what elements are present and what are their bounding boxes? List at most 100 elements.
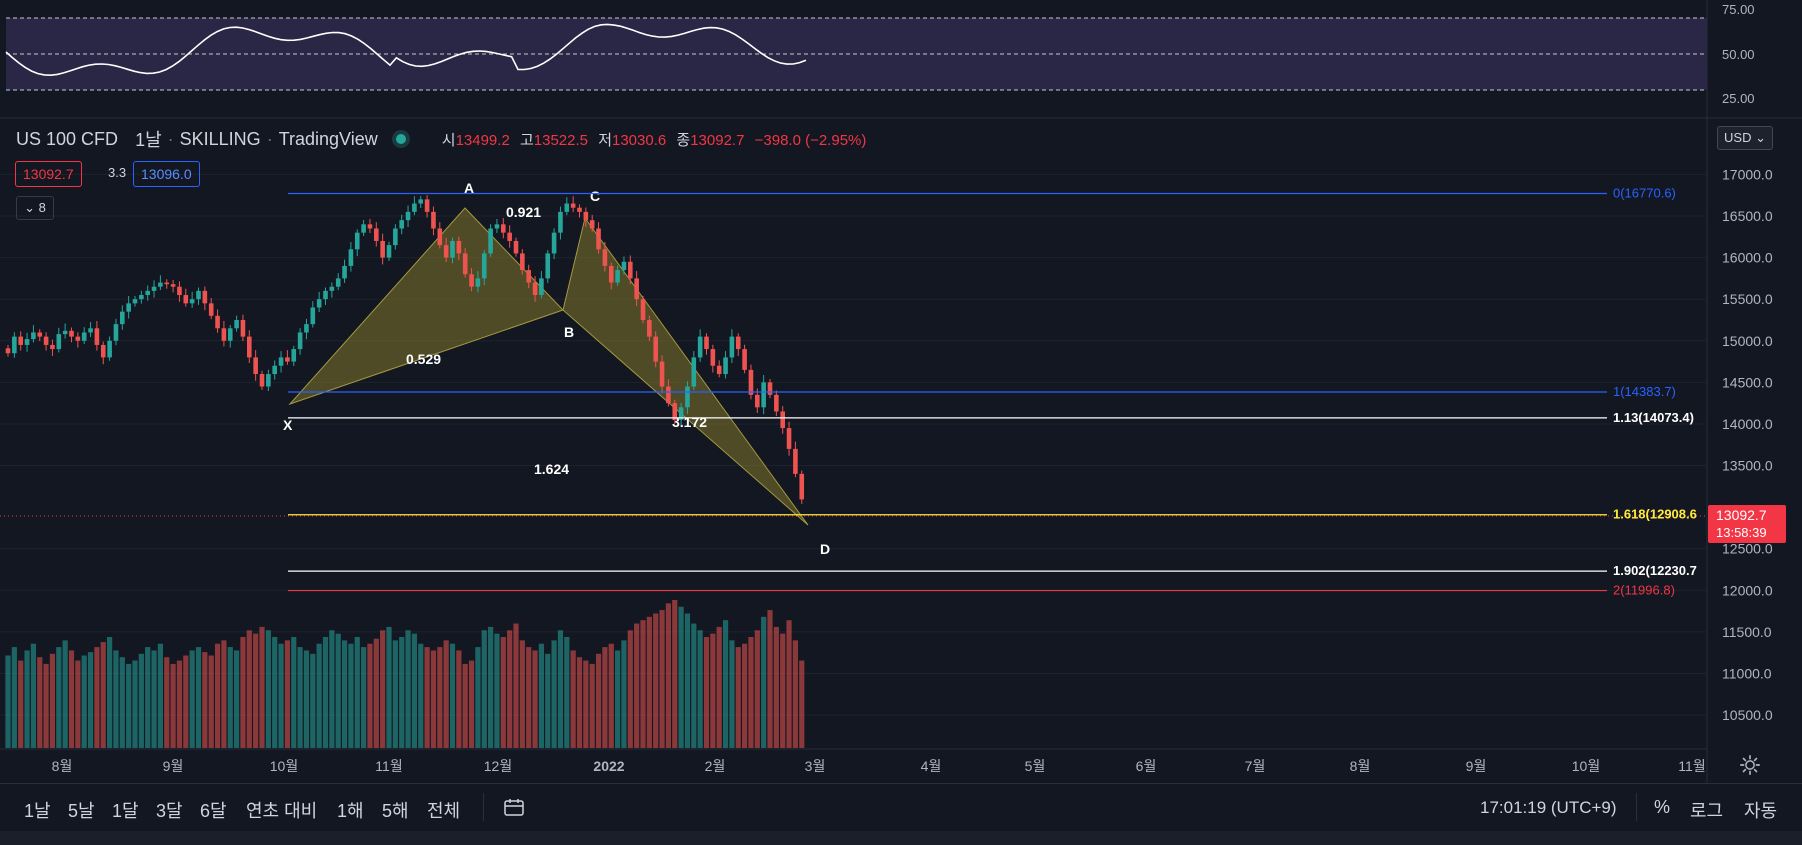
log-scale-button[interactable]: 로그 — [1690, 801, 1724, 821]
volume-bar — [361, 647, 367, 748]
range-button[interactable]: 1달 — [112, 801, 139, 821]
volume-bar — [354, 637, 360, 748]
candle — [227, 328, 233, 341]
volume-bar — [170, 663, 176, 748]
range-button[interactable]: 5해 — [382, 801, 409, 821]
volume-bar — [81, 655, 87, 748]
price-tick-label: 11000.0 — [1722, 665, 1772, 681]
candle — [456, 240, 462, 254]
candle — [672, 403, 678, 420]
volume-bar — [221, 640, 227, 748]
volume-bar — [754, 630, 760, 748]
price-tick-label: 10500.0 — [1722, 707, 1773, 723]
percent-scale-button[interactable]: % — [1654, 797, 1671, 817]
ohlc-values: 시13499.2 고13522.5 저13030.6 종13092.7 −398… — [441, 131, 867, 149]
bid-price-button[interactable]: 13092.7 — [15, 161, 82, 187]
candle — [304, 324, 309, 333]
time-tick-label: 3월 — [805, 758, 826, 774]
fib-level-label: 1(14383.7) — [1613, 384, 1676, 399]
candle — [31, 332, 36, 340]
candle — [621, 261, 627, 271]
range-button[interactable]: 6달 — [200, 801, 227, 821]
volume-bar — [570, 650, 576, 748]
volume-bar — [278, 643, 284, 748]
candle — [481, 253, 487, 279]
volume-bar — [551, 640, 557, 748]
candle — [431, 211, 436, 229]
candle — [361, 224, 366, 233]
auto-scale-button[interactable]: 자동 — [1744, 801, 1778, 821]
time-tick-label: 9월 — [163, 758, 184, 774]
volume-bar — [526, 647, 532, 748]
volume-bar — [475, 647, 481, 748]
candle — [780, 411, 785, 429]
volume-bar — [532, 650, 538, 748]
volume-bar — [373, 638, 379, 748]
candle — [647, 319, 652, 337]
symbol-name[interactable]: US 100 CFD — [16, 128, 119, 149]
candle — [685, 386, 690, 408]
volume-bar — [164, 657, 170, 748]
volume-bar — [68, 650, 75, 748]
volume-bar — [329, 630, 335, 748]
interval[interactable]: 1날 — [135, 130, 162, 150]
ask-price-button[interactable]: 13096.0 — [133, 161, 200, 187]
time-tick-label: 11월 — [375, 758, 402, 774]
candle — [297, 332, 303, 350]
indicators-toggle-button[interactable]: ⌄ 8 — [16, 196, 54, 220]
settings-gear-icon[interactable] — [1739, 754, 1761, 776]
candle — [329, 286, 335, 291]
candle — [545, 253, 551, 279]
candle — [735, 336, 741, 350]
volume-bar — [341, 640, 348, 748]
timezone-clock[interactable]: 17:01:19 (UTC+9) — [1480, 798, 1617, 817]
volume-bar — [456, 650, 462, 748]
volume-bar — [722, 620, 729, 748]
volume-bar — [437, 647, 443, 748]
time-tick-label: 7월 — [1245, 758, 1266, 774]
volume-bar — [691, 623, 697, 748]
candle — [755, 394, 760, 408]
candle — [507, 232, 512, 241]
volume-bar — [697, 630, 703, 748]
candle — [354, 232, 360, 250]
range-button[interactable]: 5날 — [68, 801, 95, 821]
candle — [418, 199, 424, 204]
range-button[interactable]: 전체 — [427, 801, 461, 821]
market-status-icon — [395, 134, 406, 144]
calendar-goto-icon[interactable] — [503, 798, 525, 818]
volume-bar — [348, 643, 354, 748]
volume-bar — [126, 663, 132, 748]
bar-countdown: 13:58:39 — [1716, 525, 1767, 540]
candle — [50, 344, 55, 350]
volume-bar — [113, 650, 119, 748]
volume-bar — [18, 660, 24, 748]
candle — [564, 203, 570, 212]
volume-bar — [500, 637, 506, 748]
currency-button[interactable]: USD ⌄ — [1717, 126, 1773, 150]
broker: SKILLING — [179, 128, 261, 149]
range-button[interactable]: 3달 — [156, 801, 183, 821]
candle — [723, 357, 728, 375]
range-button[interactable]: 1날 — [24, 801, 51, 821]
candle — [691, 357, 697, 387]
candle — [424, 199, 430, 212]
candle — [767, 382, 773, 395]
time-axis: 8월 9월 10월 11월 12월 2022 2월 3월 4월 5월 6월 7월 8월 9월 10월 11월 — [0, 748, 1707, 774]
candle — [310, 307, 316, 325]
range-button[interactable]: 1해 — [337, 801, 364, 821]
candle — [5, 348, 11, 354]
volume-bar — [462, 663, 468, 748]
candle — [678, 407, 684, 420]
volume-bar — [468, 660, 475, 748]
range-button[interactable]: 연초 대비 — [246, 801, 318, 821]
volume-bar — [259, 626, 265, 748]
candle — [132, 299, 138, 304]
change-value: −398.0 (−2.95%) — [754, 131, 867, 149]
candle — [94, 328, 100, 345]
volume-bar — [564, 637, 570, 748]
candle — [247, 336, 252, 358]
candle — [215, 315, 220, 329]
volume-bar — [380, 630, 386, 748]
